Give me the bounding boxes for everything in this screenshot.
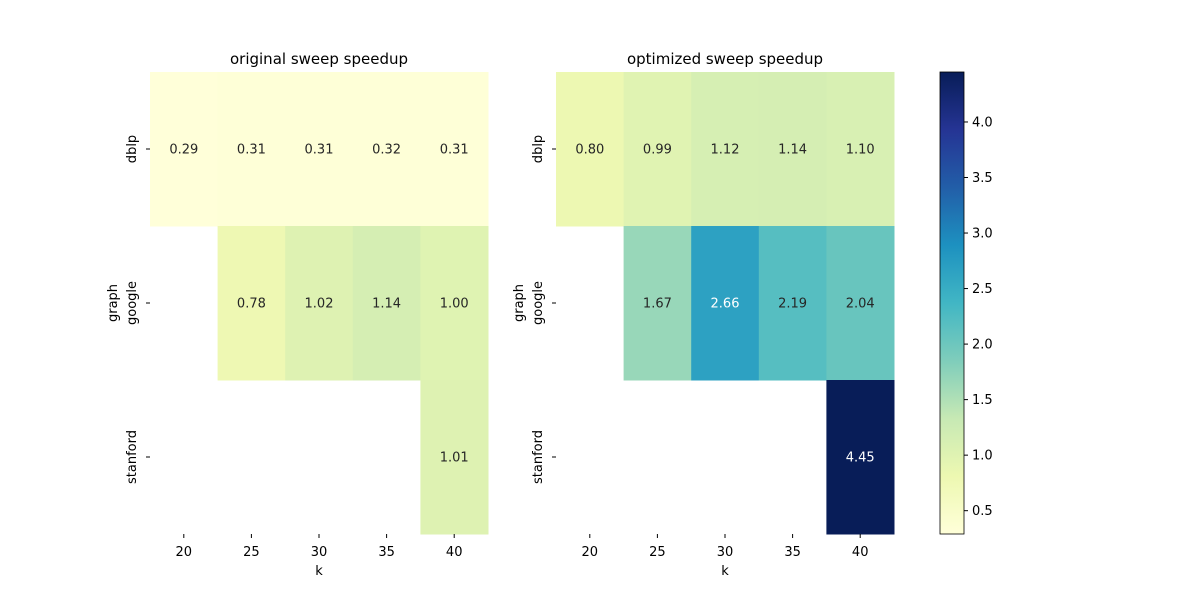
cell-label: 1.00 bbox=[440, 297, 469, 312]
heatmap-cell bbox=[285, 72, 354, 227]
x-tick-label: 20 bbox=[176, 545, 193, 560]
cell-label: 0.32 bbox=[372, 143, 401, 158]
y-tick-label: stanford bbox=[531, 430, 546, 484]
cell-label: 2.04 bbox=[846, 297, 875, 312]
y-axis-label: graph bbox=[512, 284, 527, 322]
heatmap-cell bbox=[420, 72, 489, 227]
heatmap-cell bbox=[150, 72, 219, 227]
cell-label: 1.01 bbox=[440, 451, 469, 466]
y-tick-label: dblp bbox=[125, 135, 140, 163]
x-tick-label: 30 bbox=[311, 545, 328, 560]
heatmap-panel-1: 0.29 0.31 0.31 0.32 0.31 0.78 1.02 1.14 1.00 1.01… bbox=[106, 50, 489, 579]
colorbar-tick-label: 3.5 bbox=[972, 171, 993, 186]
x-tick-label: 25 bbox=[649, 545, 666, 560]
chart-title: original sweep speedup bbox=[230, 50, 408, 68]
cell-label: 1.67 bbox=[643, 297, 672, 312]
heatmap-panel-2: 0.80 0.99 1.12 1.14 1.10 1.67 2.66 2.19 2.04 4.45… bbox=[512, 50, 895, 579]
heatmap-cell bbox=[826, 226, 895, 381]
x-tick-label: 40 bbox=[852, 545, 869, 560]
cell-label: 4.45 bbox=[846, 451, 875, 466]
heatmap-cell bbox=[352, 72, 421, 227]
colorbar-tick-label: 0.5 bbox=[972, 504, 993, 519]
colorbar-tick-label: 4.0 bbox=[972, 115, 993, 130]
heatmap-cell bbox=[352, 226, 421, 381]
heatmap-cell bbox=[758, 226, 827, 381]
cell-label: 0.29 bbox=[169, 143, 198, 158]
y-axis-label: graph bbox=[106, 284, 121, 322]
colorbar-gradient bbox=[939, 71, 965, 535]
cell-label: 1.12 bbox=[711, 143, 740, 158]
colorbar: 0.5 1.0 1.5 2.0 2.5 3.0 3.5 4.0 bbox=[939, 71, 993, 535]
x-axis-label: k bbox=[721, 564, 729, 579]
x-tick-label: 30 bbox=[717, 545, 734, 560]
heatmap-cell bbox=[556, 72, 625, 227]
cell-label: 0.31 bbox=[440, 143, 469, 158]
colorbar-tick-label: 1.5 bbox=[972, 393, 993, 408]
cell-label: 0.31 bbox=[305, 143, 334, 158]
heatmap-cell bbox=[420, 226, 489, 381]
y-tick-label: google bbox=[125, 281, 140, 325]
cell-label: 0.80 bbox=[575, 143, 604, 158]
x-tick-label: 25 bbox=[243, 545, 260, 560]
cell-label: 1.14 bbox=[372, 297, 401, 312]
chart-title: optimized sweep speedup bbox=[627, 50, 823, 68]
cell-label: 0.99 bbox=[643, 143, 672, 158]
x-tick-label: 20 bbox=[582, 545, 599, 560]
cell-label: 1.14 bbox=[778, 143, 807, 158]
colorbar-tick-label: 1.0 bbox=[972, 449, 993, 464]
heatmap-cell bbox=[691, 72, 760, 227]
cell-label: 0.78 bbox=[237, 297, 266, 312]
heatmap-cell bbox=[420, 380, 489, 535]
heatmap-cell bbox=[217, 72, 286, 227]
y-tick-label: stanford bbox=[125, 430, 140, 484]
heatmap-cell bbox=[758, 72, 827, 227]
colorbar-tick-label: 2.0 bbox=[972, 338, 993, 353]
x-axis-label: k bbox=[315, 564, 323, 579]
heatmap-cell bbox=[217, 226, 286, 381]
heatmap-cell bbox=[623, 72, 692, 227]
cell-label: 1.10 bbox=[846, 143, 875, 158]
cell-label: 2.66 bbox=[711, 297, 740, 312]
cell-label: 2.19 bbox=[778, 297, 807, 312]
cell-label: 1.02 bbox=[305, 297, 334, 312]
heatmap-cell bbox=[623, 226, 692, 381]
x-tick-label: 35 bbox=[784, 545, 801, 560]
heatmap-cell bbox=[285, 226, 354, 381]
x-tick-label: 40 bbox=[446, 545, 463, 560]
heatmap-cell bbox=[691, 226, 760, 381]
colorbar-tick-label: 3.0 bbox=[972, 227, 993, 242]
x-tick-label: 35 bbox=[378, 545, 395, 560]
colorbar-tick-label: 2.5 bbox=[972, 282, 993, 297]
y-tick-label: dblp bbox=[531, 135, 546, 163]
cell-label: 0.31 bbox=[237, 143, 266, 158]
heatmap-cell bbox=[826, 380, 895, 535]
y-tick-label: google bbox=[531, 281, 546, 325]
heatmap-cell bbox=[826, 72, 895, 227]
